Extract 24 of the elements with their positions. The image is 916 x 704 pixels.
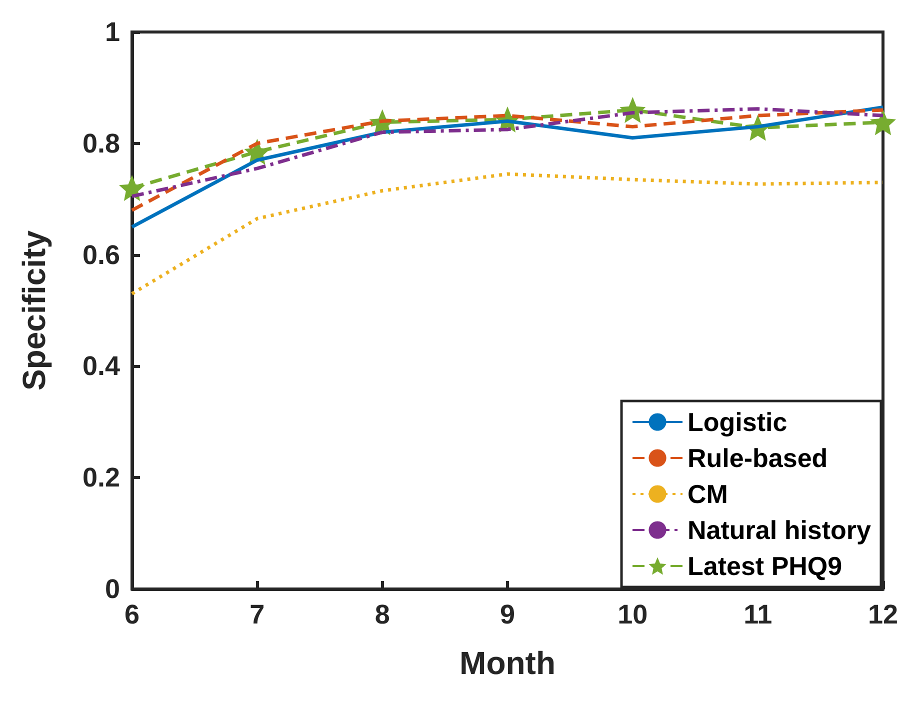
x-tick-label: 6: [124, 600, 140, 630]
line-series: [130, 172, 885, 296]
point: [870, 109, 896, 136]
y-tick-label: 0: [104, 574, 120, 604]
point: [119, 174, 145, 201]
x-axis-title: Month: [460, 645, 556, 681]
y-tick-label: 0.2: [82, 462, 120, 493]
x-tick-label: 9: [500, 600, 516, 630]
y-tick-label: 0.4: [82, 351, 120, 382]
legend-label: Rule-based: [688, 443, 828, 473]
x-tick-label: 7: [250, 600, 265, 630]
legend-label: Natural history: [688, 515, 872, 545]
y-tick-label: 0.8: [82, 128, 120, 158]
y-tick-label: 0.6: [82, 240, 120, 270]
x-tick-label: 8: [374, 600, 390, 630]
y-tick-label: 1: [104, 17, 120, 47]
line-series: [130, 105, 885, 229]
x-tick-label: 12: [868, 600, 898, 630]
x-tick-label: 11: [744, 600, 772, 630]
legend-label: CM: [688, 479, 728, 509]
legend-label: Latest PHQ9: [688, 551, 842, 581]
x-tick-label: 10: [618, 600, 648, 630]
y-axis-title: Specificity: [16, 230, 52, 391]
legend-label: Logistic: [688, 407, 788, 437]
